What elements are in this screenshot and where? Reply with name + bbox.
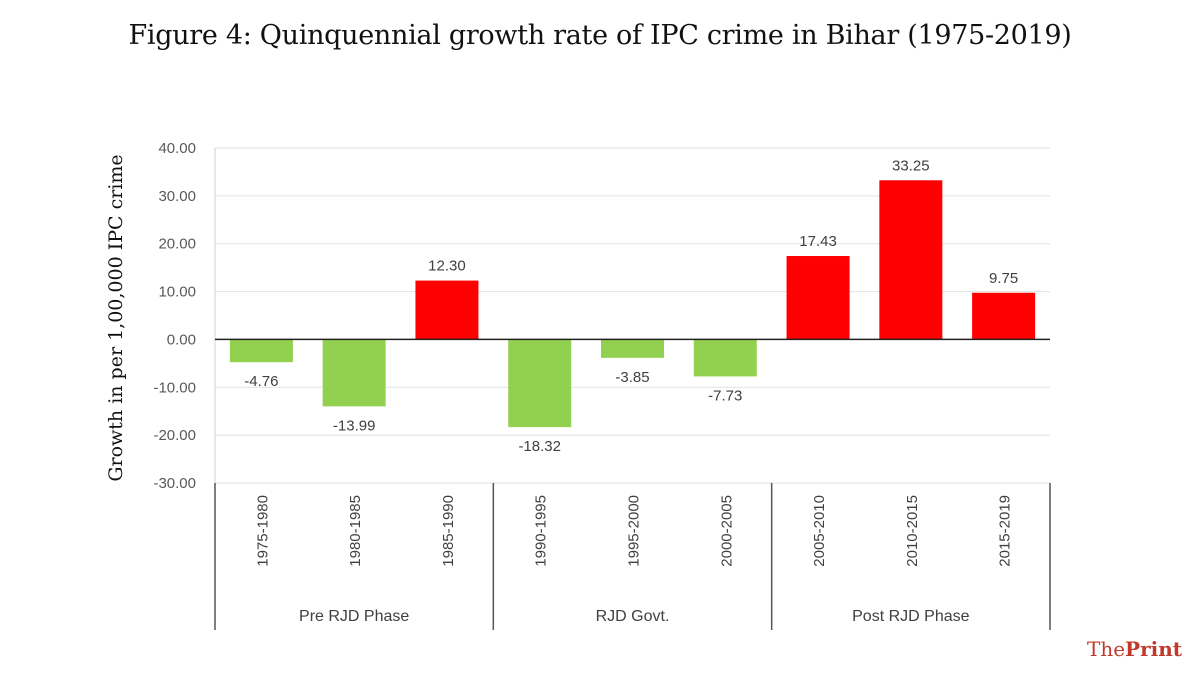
y-tick-label: 10.00 [158,284,196,301]
y-tick-label: 20.00 [158,236,196,253]
x-tick-label: 2000-2005 [718,495,735,567]
data-label: -7.73 [708,387,742,404]
data-label: 17.43 [799,233,837,250]
x-tick-label: 1975-1980 [254,495,271,567]
y-tick-label: 30.00 [158,188,196,205]
bar [415,280,479,340]
bar [229,339,293,363]
data-label: -4.76 [244,373,278,390]
chart-title: Figure 4: Quinquennial growth rate of IP… [128,20,1072,51]
bar [693,339,757,377]
bar [322,339,386,407]
bar [879,180,943,340]
data-label: 33.25 [892,157,930,174]
x-tick-label: 2010-2015 [904,495,921,567]
data-label: -18.32 [518,438,561,455]
y-tick-label: -10.00 [153,379,196,396]
y-tick-label: -20.00 [153,427,196,444]
x-tick-label: 1980-1985 [347,495,364,567]
bar [972,292,1036,340]
x-tick-label: 2005-2010 [811,495,828,567]
x-tick-label: 1985-1990 [440,495,457,567]
bar [508,339,572,428]
x-tick-label: 1990-1995 [533,495,550,567]
y-tick-label: 40.00 [158,140,196,157]
brand-part1: The [1086,637,1126,661]
x-tick-label: 1995-2000 [626,495,643,567]
y-tick-label: -30.00 [153,475,196,492]
data-label: 9.75 [989,270,1018,287]
group-label: RJD Govt. [596,608,670,625]
brand-logo: ThePrint [1087,637,1182,661]
bar [786,256,850,340]
data-label: 12.30 [428,258,466,275]
group-label: Pre RJD Phase [299,608,409,625]
x-tick-label: 2015-2019 [997,495,1014,567]
bar [601,339,664,358]
y-tick-label: 0.00 [167,331,196,348]
data-label: -13.99 [333,417,376,434]
brand-part2: Print [1125,637,1182,661]
group-label: Post RJD Phase [852,608,969,625]
data-label: -3.85 [615,369,649,386]
